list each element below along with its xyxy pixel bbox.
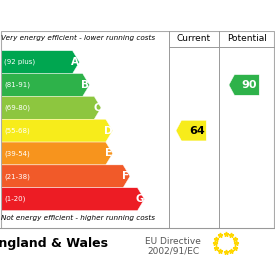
Text: Potential: Potential (227, 34, 267, 43)
Text: (39-54): (39-54) (4, 150, 30, 157)
Polygon shape (229, 75, 259, 95)
Text: (92 plus): (92 plus) (4, 59, 35, 65)
Text: England & Wales: England & Wales (0, 237, 109, 250)
Text: B: B (81, 80, 89, 90)
Text: (55-68): (55-68) (4, 127, 30, 134)
Text: G: G (136, 194, 144, 204)
Polygon shape (1, 188, 144, 211)
Text: 64: 64 (189, 126, 205, 136)
Text: 2002/91/EC: 2002/91/EC (147, 246, 199, 255)
Text: F: F (122, 171, 129, 181)
Text: Current: Current (177, 34, 211, 43)
Polygon shape (1, 74, 90, 96)
Text: C: C (93, 103, 101, 113)
Text: EU Directive: EU Directive (145, 237, 201, 246)
Text: (69-80): (69-80) (4, 104, 30, 111)
Polygon shape (1, 96, 101, 119)
Text: (81-91): (81-91) (4, 82, 30, 88)
Text: (21-38): (21-38) (4, 173, 30, 180)
Text: Energy Efficiency Rating: Energy Efficiency Rating (33, 8, 242, 23)
Text: D: D (104, 126, 113, 136)
Text: Very energy efficient - lower running costs: Very energy efficient - lower running co… (1, 35, 155, 41)
Text: (1-20): (1-20) (4, 196, 26, 202)
Polygon shape (1, 119, 113, 142)
Polygon shape (1, 51, 79, 74)
Polygon shape (1, 142, 113, 165)
Text: A: A (71, 57, 79, 67)
Text: E: E (105, 148, 112, 158)
Text: Not energy efficient - higher running costs: Not energy efficient - higher running co… (1, 215, 155, 221)
Polygon shape (176, 120, 206, 141)
Text: 90: 90 (242, 80, 257, 90)
Polygon shape (1, 165, 130, 188)
